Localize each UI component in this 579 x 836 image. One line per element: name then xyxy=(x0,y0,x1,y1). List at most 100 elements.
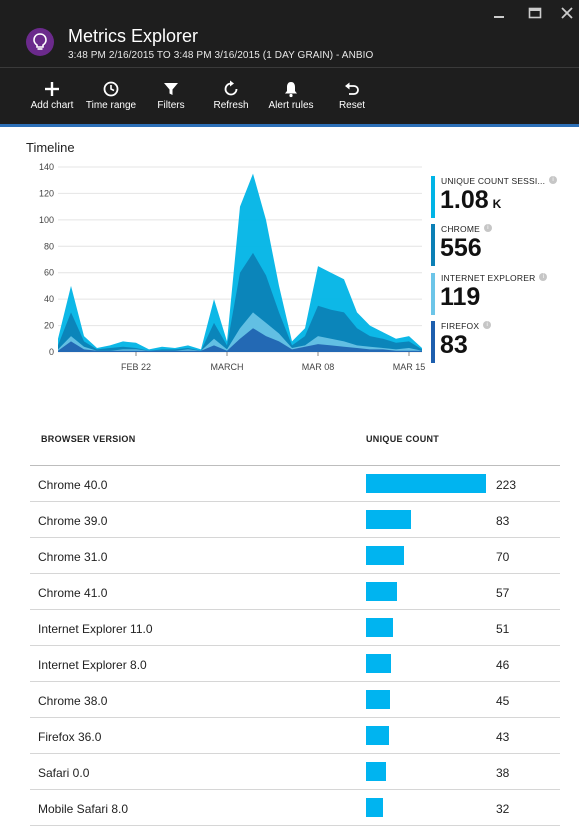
unique-count-cell: 70 xyxy=(496,550,510,564)
refresh-icon xyxy=(224,80,238,96)
metric-name: UNIQUE COUNT SESSI... i xyxy=(441,176,558,186)
metric-unique-count-sessions[interactable]: UNIQUE COUNT SESSI... i 1.08 K xyxy=(431,176,571,218)
table-row[interactable]: Safari 0.0 38 xyxy=(30,754,560,790)
y-tick-label: 0 xyxy=(49,347,54,357)
header-accent-line xyxy=(0,124,579,127)
info-icon[interactable]: i xyxy=(483,224,492,232)
info-icon[interactable]: i xyxy=(483,321,492,329)
metric-name: CHROME i xyxy=(441,224,492,234)
unique-count-bar xyxy=(366,510,411,529)
refresh-label: Refresh xyxy=(213,100,249,111)
y-tick-label: 60 xyxy=(44,268,54,278)
plus-icon xyxy=(45,82,59,96)
y-tick-label: 20 xyxy=(44,321,54,331)
browser-version-cell: Internet Explorer 8.0 xyxy=(38,658,147,672)
alert-rules-label: Alert rules xyxy=(268,100,314,111)
lightbulb-icon xyxy=(26,28,54,56)
column-header-unique-count[interactable]: UNIQUE COUNT xyxy=(366,434,440,444)
unique-count-bar xyxy=(366,474,486,493)
unique-count-bar xyxy=(366,798,383,817)
unique-count-cell: 46 xyxy=(496,658,510,672)
reset-label: Reset xyxy=(338,100,366,111)
metric-name: INTERNET EXPLORER i xyxy=(441,273,548,283)
browser-version-cell: Safari 0.0 xyxy=(38,766,90,780)
metric-chrome[interactable]: CHROME i 556 xyxy=(431,224,571,266)
table-row[interactable]: Firefox 36.0 43 xyxy=(30,718,560,754)
unique-count-cell: 51 xyxy=(496,622,510,636)
y-tick-label: 120 xyxy=(39,188,54,198)
metric-name-text: CHROME xyxy=(441,224,480,234)
browser-version-cell: Mobile Safari 8.0 xyxy=(38,802,129,816)
add-chart-button[interactable]: Add chart xyxy=(26,78,78,118)
info-icon[interactable]: i xyxy=(539,273,548,281)
page-title: Metrics Explorer xyxy=(68,26,199,46)
table-header-divider xyxy=(30,465,560,466)
table-row[interactable]: Mobile Safari 8.0 32 xyxy=(30,790,560,826)
area-series-firefox xyxy=(58,328,422,352)
timeline-panel[interactable]: Timeline 0 20 40 60 80 100 120 140 FEB 22 MARCH MA… xyxy=(0,127,579,397)
alert-rules-button[interactable]: Alert rules xyxy=(264,78,318,118)
metric-value: 83 xyxy=(440,331,468,359)
metric-value: 556 xyxy=(440,234,482,262)
metric-firefox[interactable]: FIREFOX i 83 xyxy=(431,321,571,363)
command-toolbar: Add chart Time range Filters xyxy=(0,70,579,125)
unique-count-cell: 45 xyxy=(496,694,510,708)
x-tick-label: MAR 15 xyxy=(393,362,425,372)
x-tick-label: MARCH xyxy=(211,362,244,372)
browser-version-cell: Chrome 41.0 xyxy=(38,586,108,600)
x-tick-label: FEB 22 xyxy=(121,362,151,372)
add-chart-label: Add chart xyxy=(30,100,74,111)
metric-color-bar xyxy=(431,321,435,363)
browser-version-cell: Firefox 36.0 xyxy=(38,730,102,744)
header-title-bar: Metrics Explorer 3:48 PM 2/16/2015 TO 3:… xyxy=(0,0,579,68)
maximize-icon[interactable] xyxy=(528,6,542,20)
reset-button[interactable]: Reset xyxy=(334,78,370,118)
x-tick-label: MAR 08 xyxy=(302,362,335,372)
table-row[interactable]: Internet Explorer 11.0 51 xyxy=(30,610,560,646)
table-row[interactable]: Chrome 40.0 223 xyxy=(30,466,560,502)
y-tick-label: 100 xyxy=(39,215,54,225)
unique-count-bar xyxy=(366,654,391,673)
filters-label: Filters xyxy=(157,100,185,111)
table-row[interactable]: Chrome 31.0 70 xyxy=(30,538,560,574)
timeline-chart[interactable]: 0 20 40 60 80 100 120 140 FEB 22 MARCH MAR 08 MAR 1… xyxy=(20,159,425,394)
metric-color-bar xyxy=(431,176,435,218)
filter-icon xyxy=(164,83,178,95)
close-icon[interactable] xyxy=(560,6,574,20)
table-row[interactable]: Internet Explorer 8.0 46 xyxy=(30,646,560,682)
unique-count-bar xyxy=(366,762,386,781)
refresh-button[interactable]: Refresh xyxy=(209,78,253,118)
info-icon[interactable]: i xyxy=(549,176,558,184)
time-range-subtitle: 3:48 PM 2/16/2015 TO 3:48 PM 3/16/2015 (… xyxy=(68,50,374,61)
unique-count-cell: 223 xyxy=(496,478,517,492)
unique-count-bar xyxy=(366,582,397,601)
unique-count-bar xyxy=(366,726,389,745)
unique-count-bar xyxy=(366,618,393,637)
blade-header: Metrics Explorer 3:48 PM 2/16/2015 TO 3:… xyxy=(0,0,579,127)
metric-unit: K xyxy=(492,197,502,211)
unique-count-bar xyxy=(366,690,390,709)
time-range-button[interactable]: Time range xyxy=(84,78,138,118)
timeline-label: Timeline xyxy=(26,140,75,155)
unique-count-cell: 38 xyxy=(496,766,510,780)
column-header-browser-version[interactable]: BROWSER VERSION xyxy=(41,434,136,444)
table-row[interactable]: Chrome 41.0 57 xyxy=(30,574,560,610)
browser-version-cell: Chrome 40.0 xyxy=(38,478,108,492)
metric-internet-explorer[interactable]: INTERNET EXPLORER i 119 xyxy=(431,273,571,315)
time-range-label: Time range xyxy=(85,100,137,111)
y-tick-label: 140 xyxy=(39,162,54,172)
metric-value: 1.08 K xyxy=(440,186,501,215)
unique-count-cell: 83 xyxy=(496,514,510,528)
unique-count-cell: 32 xyxy=(496,802,510,816)
metric-color-bar xyxy=(431,273,435,315)
browser-version-cell: Internet Explorer 11.0 xyxy=(38,622,153,636)
metric-name-text: UNIQUE COUNT SESSI... xyxy=(441,176,546,186)
browser-version-cell: Chrome 31.0 xyxy=(38,550,108,564)
metric-name-text: INTERNET EXPLORER xyxy=(441,273,536,283)
y-tick-label: 40 xyxy=(44,294,54,304)
area-series-internet-explorer xyxy=(58,312,422,352)
table-row[interactable]: Chrome 38.0 45 xyxy=(30,682,560,718)
table-row[interactable]: Chrome 39.0 83 xyxy=(30,502,560,538)
minimize-icon[interactable] xyxy=(492,6,506,20)
filters-button[interactable]: Filters xyxy=(150,78,192,118)
